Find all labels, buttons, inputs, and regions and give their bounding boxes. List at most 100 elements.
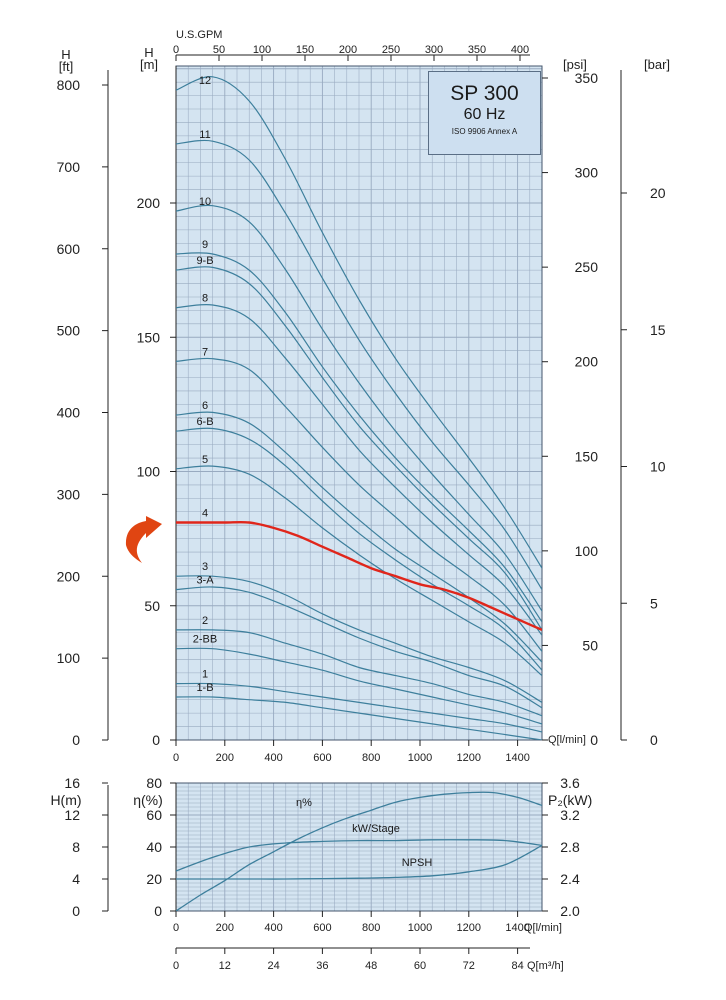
x-axis-unit: Q[l/min] [548,734,586,746]
curve-label-1-b: 1-B [196,682,213,694]
m-tick-label: 100 [137,464,161,480]
m3h-tick-label: 24 [267,960,279,972]
psi-axis-unit: [psi] [563,57,587,72]
perf-h-tick-label: 8 [72,839,80,855]
ft-tick-label: 400 [57,405,81,421]
frequency-label: 60 Hz [463,106,506,123]
curve-label-7: 7 [202,346,208,358]
head-curve-10 [176,204,542,612]
psi-tick-label: 0 [590,732,598,748]
m-tick-label: 50 [144,598,160,614]
m3h-tick-label: 60 [414,960,426,972]
perf-x-tick-label: 1000 [408,922,432,934]
ft-tick-label: 300 [57,486,81,502]
gpm-tick-label: 300 [425,44,443,56]
ft-tick-label: 200 [57,568,81,584]
head-curve-11 [176,139,542,590]
perf-h-tick-label: 16 [64,775,80,791]
m3h-axis-unit: Q[m³/h] [527,960,564,972]
x-tick-label: 0 [173,752,179,764]
m3h-tick-label: 48 [365,960,377,972]
x-tick-label: 200 [216,752,234,764]
m3h-tick-label: 84 [511,960,523,972]
x-tick-label: 600 [313,752,331,764]
curve-label-5: 5 [202,454,208,466]
psi-tick-label: 100 [575,543,599,559]
curve-label-3-a: 3-A [196,575,214,587]
curve-label-12: 12 [199,75,211,87]
perf-p2-tick-label: 2.4 [560,871,580,887]
head-curve-6-b [176,427,542,671]
head-curve-3-a [176,586,542,709]
ft-tick-label: 0 [72,732,80,748]
m-tick-label: 0 [152,732,160,748]
perf-h-axis-label: H(m) [50,792,81,808]
curve-label-1: 1 [202,669,208,681]
perf-p2-axis-label: P₂(kW) [548,792,592,808]
perf-p2-tick-label: 3.6 [560,775,580,791]
perf-p2-tick-label: 2.0 [560,903,580,919]
perf-curve-eta [176,791,542,911]
x-tick-label: 800 [362,752,380,764]
curve-label-2: 2 [202,615,208,627]
perf-h-tick-label: 0 [72,903,80,919]
curve-label-9: 9 [202,239,208,251]
bar-tick-label: 0 [650,732,658,748]
perf-x-tick-label: 1400 [505,922,529,934]
perf-curve-h [176,844,542,880]
perf-eta-tick-label: 80 [146,775,162,791]
m-axis-unit: [m] [140,57,158,72]
perf-eta-tick-label: 40 [146,839,162,855]
head-curve-9 [176,252,542,623]
ft-tick-label: 100 [57,650,81,666]
perf-p2-tick-label: 2.8 [560,839,580,855]
performance-curve-labels: η% kW/Stage NPSH [296,797,432,869]
x-tick-label: 400 [264,752,282,764]
ft-tick-label: 600 [57,241,81,257]
bar-tick-label: 20 [650,185,666,201]
perf-x-tick-label: 800 [362,922,380,934]
ft-tick-label: 700 [57,159,81,175]
ft-tick-label: 500 [57,323,81,339]
head-curve-4 [176,520,542,631]
psi-tick-label: 300 [575,165,599,181]
perf-h-tick-label: 4 [72,871,80,887]
head-curve-8 [176,303,542,636]
head-curve-6 [176,411,542,663]
gpm-tick-label: 50 [213,44,225,56]
curve-label-9-b: 9-B [196,255,213,267]
bar-tick-label: 5 [650,595,658,611]
psi-tick-label: 200 [575,354,599,370]
x-tick-label: 1000 [408,752,432,764]
perf-eta-tick-label: 0 [154,903,162,919]
head-curve-7 [176,357,542,652]
curve-label-3: 3 [202,561,208,573]
head-curve-1 [176,682,542,733]
perf-eta-tick-label: 60 [146,807,162,823]
curve-label-8: 8 [202,293,208,305]
perf-h-tick-label: 12 [64,807,80,823]
head-curve-1-b [176,696,542,740]
performance-curves [176,791,542,911]
gpm-axis-unit: U.S.GPM [176,29,222,41]
head-curve-12 [176,76,542,569]
perf-x-tick-label: 600 [313,922,331,934]
m-tick-label: 150 [137,329,161,345]
head-curve-9-b [176,266,542,631]
bar-tick-label: 10 [650,459,666,475]
perf-p2-tick-label: 3.2 [560,807,580,823]
x-tick-label: 1400 [505,752,529,764]
gpm-tick-label: 350 [468,44,486,56]
psi-tick-label: 50 [582,637,598,653]
m-axis-label: H [144,45,153,60]
bar-tick-label: 15 [650,322,666,338]
perf-eta-tick-label: 20 [146,871,162,887]
curve-label-10: 10 [199,196,211,208]
head-curve-5 [176,465,542,677]
m3h-tick-label: 0 [173,960,179,972]
gpm-tick-label: 400 [511,44,529,56]
x-tick-label: 1200 [457,752,481,764]
highlight-arrow-icon [125,516,162,563]
